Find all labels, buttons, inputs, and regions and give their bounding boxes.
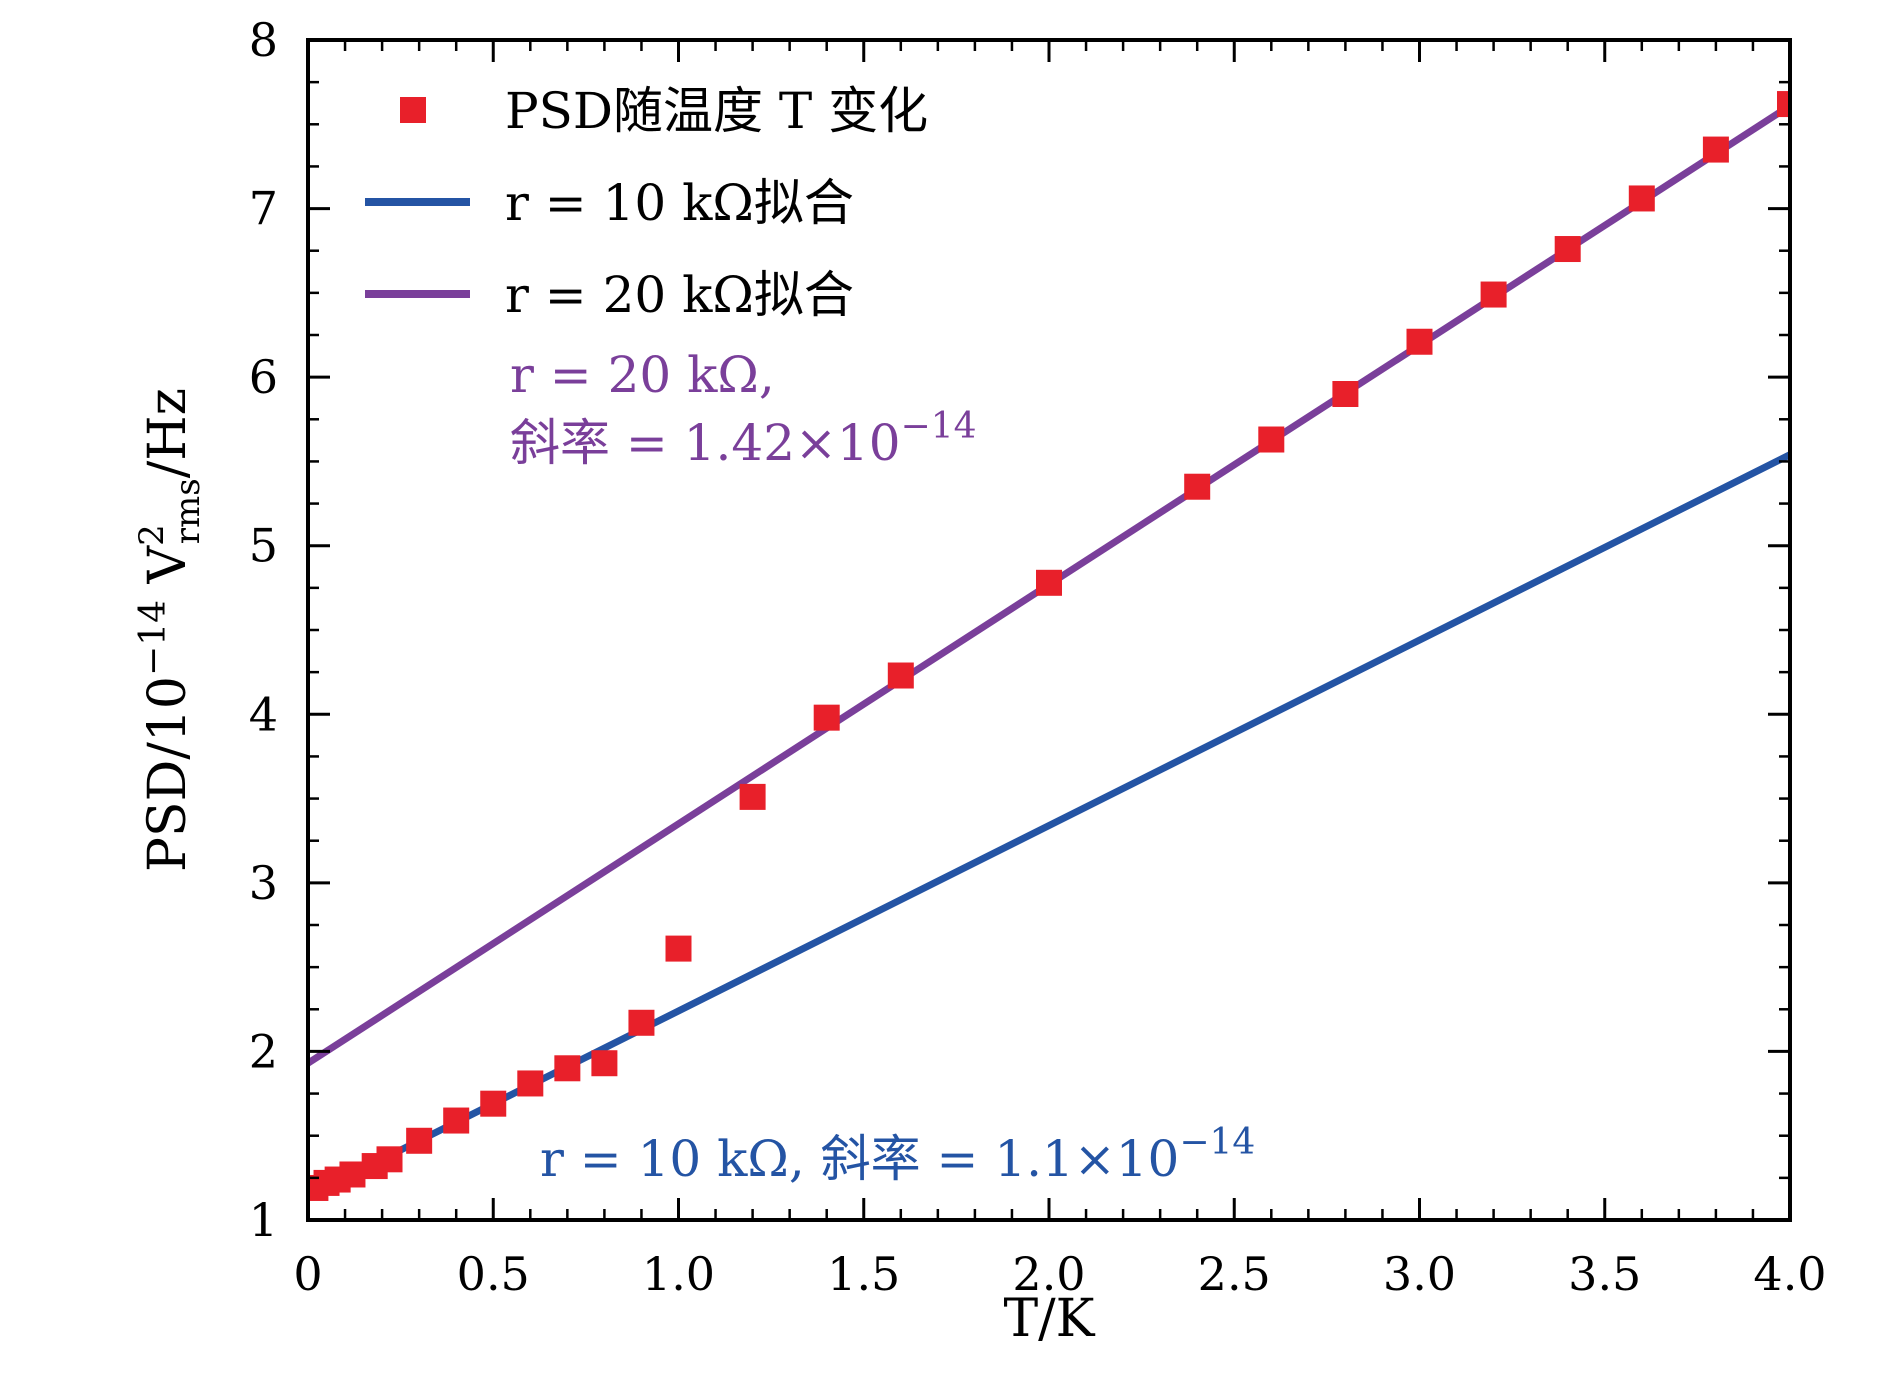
data-point — [1628, 185, 1655, 212]
annotation-r20k-exp: −14 — [901, 406, 977, 447]
x-tick-label: 2.0 — [1012, 1247, 1085, 1301]
data-point — [480, 1090, 507, 1117]
legend-label-r20k: r = 20 kΩ拟合 — [505, 266, 854, 324]
y-label-sup: 2 — [132, 524, 172, 546]
legend-marker-scatter — [400, 97, 426, 123]
data-point — [517, 1070, 544, 1097]
data-point — [628, 1009, 655, 1036]
y-tick-label: 1 — [249, 1193, 278, 1247]
y-tick-label: 7 — [249, 182, 278, 236]
y-label-main: PSD/10 — [138, 676, 198, 872]
x-tick-label: 4.0 — [1753, 1247, 1826, 1301]
y-tick-label: 2 — [249, 1024, 278, 1078]
annotation-r20k-slope: 斜率 = 1.42×10 — [510, 414, 901, 472]
data-point — [1406, 328, 1433, 355]
x-tick-label: 3.5 — [1568, 1247, 1641, 1301]
x-tick-label: 0 — [293, 1247, 322, 1301]
data-point — [554, 1055, 581, 1082]
data-point — [1036, 569, 1062, 596]
y-tick-label: 6 — [249, 350, 278, 404]
x-tick-label: 3.0 — [1383, 1247, 1456, 1301]
x-tick-label: 1.0 — [642, 1247, 715, 1301]
y-label-unit: V — [138, 544, 198, 600]
legend: PSD随温度 T 变化 r = 10 kΩ拟合 r = 20 kΩ拟合 — [365, 82, 928, 324]
x-axis-label: T/K — [1003, 1289, 1095, 1349]
data-point — [1777, 91, 1790, 118]
annotation-r20k-line2: 斜率 = 1.42×10−14 — [510, 406, 977, 472]
y-label-tail: /Hz — [138, 388, 198, 478]
y-tick-label: 5 — [249, 519, 278, 573]
axes-layer: 0 0.5 1.0 1.5 2.0 2.5 3.0 3.5 4.0 1 2 3 4 5 6 7 8 T/K PSD/… — [132, 13, 1827, 1349]
legend-label-scatter: PSD随温度 T 变化 — [505, 82, 928, 140]
data-point — [591, 1050, 618, 1077]
data-point — [739, 783, 766, 810]
data-point — [665, 935, 692, 962]
y-tick-label: 8 — [249, 13, 278, 67]
data-point — [1702, 136, 1729, 163]
annotation-r20k-line1: r = 20 kΩ, — [510, 346, 775, 404]
annotation-r10k-exp: −14 — [1179, 1122, 1255, 1163]
y-tick-label: 4 — [249, 687, 278, 741]
legend-label-r10k: r = 10 kΩ拟合 — [505, 174, 854, 232]
y-axis-label: PSD/10−14 V2rms/Hz — [132, 388, 208, 872]
data-point — [1554, 236, 1581, 263]
data-point — [443, 1107, 470, 1134]
data-point — [1184, 473, 1211, 500]
annotation-r10k: r = 10 kΩ, 斜率 = 1.1×10−14 — [540, 1122, 1255, 1188]
x-tick-label: 1.5 — [827, 1247, 900, 1301]
data-point — [887, 662, 914, 689]
data-point — [1480, 281, 1507, 308]
data-point — [1258, 426, 1285, 453]
x-tick-label: 2.5 — [1198, 1247, 1271, 1301]
y-tick-label: 3 — [249, 856, 278, 910]
data-point — [376, 1146, 403, 1173]
annotation-r10k-slope: r = 10 kΩ, 斜率 = 1.1×10 — [540, 1130, 1179, 1188]
data-point — [406, 1127, 433, 1154]
annotations: r = 20 kΩ,斜率 = 1.42×10−14r = 10 kΩ, 斜率 =… — [510, 346, 1255, 1188]
data-point — [813, 704, 840, 731]
data-point — [339, 1161, 366, 1188]
plot-layer — [308, 91, 1790, 1201]
y-label-sub: rms — [168, 478, 208, 544]
y-label-exp: −14 — [133, 600, 174, 676]
data-point — [1332, 381, 1359, 407]
x-tick-label: 0.5 — [457, 1247, 530, 1301]
